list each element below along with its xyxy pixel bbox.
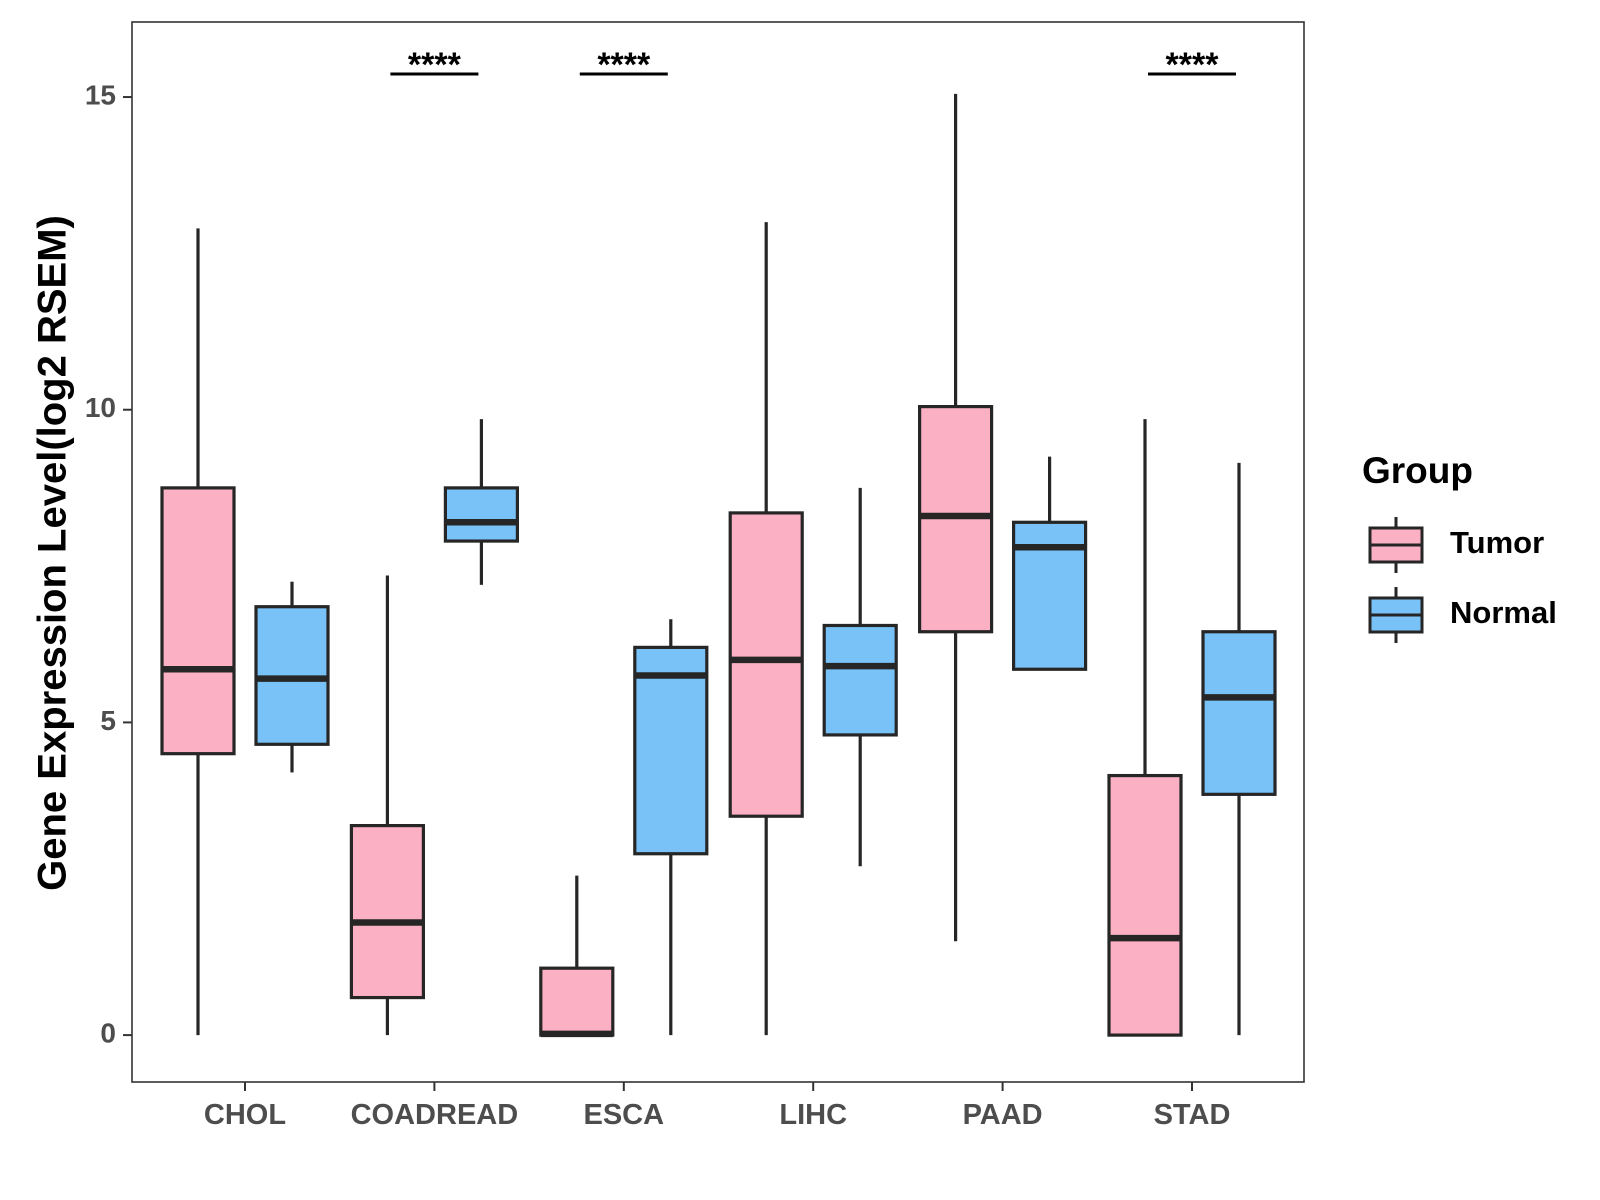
plot-panel-border <box>131 21 1305 1083</box>
significance-label-esca: **** <box>597 46 651 84</box>
x-tick-label-coadread: COADREAD <box>351 1099 519 1131</box>
box-body-tumor-esca <box>539 966 615 1037</box>
y-tick-label-15: 15 <box>85 79 116 110</box>
box-tumor-esca <box>539 875 615 1038</box>
box-normal-coadread <box>443 419 519 585</box>
legend-title: Group <box>1362 450 1473 491</box>
box-body-tumor-coadread <box>349 823 425 1000</box>
x-tick-label-lihc: LIHC <box>779 1099 847 1131</box>
legend-item-normal: Normal <box>1368 587 1557 643</box>
box-tumor-paad <box>917 93 994 942</box>
box-tumor-stad <box>1107 419 1183 1037</box>
legend: Group Tumor Normal <box>1362 450 1557 643</box>
box-body-normal-lihc <box>822 623 898 737</box>
box-normal-chol <box>254 581 330 773</box>
y-tick-label-10: 10 <box>85 392 116 423</box>
legend-label-tumor: Tumor <box>1450 525 1544 560</box>
legend-label-normal: Normal <box>1450 595 1557 630</box>
box-normal-stad <box>1201 462 1277 1036</box>
box-normal-lihc <box>822 487 898 867</box>
box-body-normal-stad <box>1201 630 1277 796</box>
axis-layer: **** **** **** 0 5 10 15 CHOL COADREAD ESCA LIHC PA… <box>85 46 1236 1131</box>
x-tick-label-chol: CHOL <box>204 1099 286 1131</box>
box-body-normal-coadread <box>443 486 519 543</box>
plot-layer <box>160 93 1277 1038</box>
y-axis-label: Gene Expression Level(log2 RSEM) <box>31 215 75 891</box>
box-tumor-coadread <box>349 575 425 1036</box>
box-body-tumor-lihc <box>728 511 804 818</box>
x-tick-label-stad: STAD <box>1154 1099 1231 1131</box>
box-body-tumor-stad <box>1107 773 1183 1037</box>
significance-label-coadread: **** <box>408 46 462 84</box>
significance-label-stad: **** <box>1166 46 1220 84</box>
box-normal-esca <box>633 619 709 1036</box>
x-tick-label-paad: PAAD <box>963 1099 1043 1131</box>
legend-item-tumor: Tumor <box>1368 517 1544 573</box>
y-tick-label-5: 5 <box>100 705 116 736</box>
box-tumor-chol <box>160 228 236 1036</box>
box-body-normal-esca <box>633 645 709 856</box>
y-tick-label-0: 0 <box>100 1017 116 1048</box>
box-normal-paad <box>1011 456 1088 671</box>
x-tick-label-esca: ESCA <box>584 1099 665 1131</box>
box-body-tumor-chol <box>160 486 236 756</box>
box-tumor-lihc <box>728 222 804 1036</box>
